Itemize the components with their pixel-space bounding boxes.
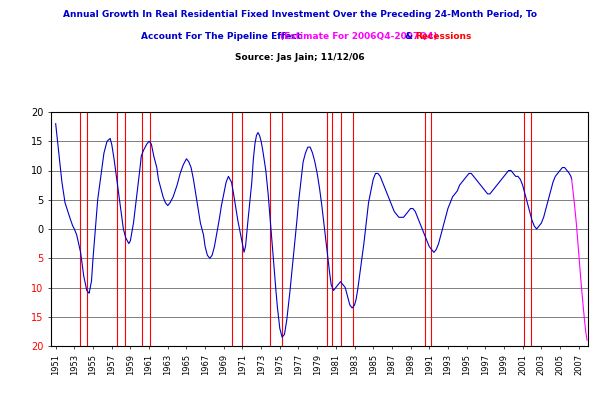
Text: Source: Jas Jain; 11/12/06: Source: Jas Jain; 11/12/06 bbox=[235, 53, 365, 62]
Text: (Estimate For 2006Q4-2007Q4): (Estimate For 2006Q4-2007Q4) bbox=[280, 32, 438, 41]
Text: Account For The Pipeline Effect: Account For The Pipeline Effect bbox=[141, 32, 304, 41]
Text: &: & bbox=[402, 32, 416, 41]
Text: Annual Growth In Real Residential Fixed Investment Over the Preceding 24-Month P: Annual Growth In Real Residential Fixed … bbox=[63, 10, 537, 19]
Text: Recessions: Recessions bbox=[415, 32, 472, 41]
